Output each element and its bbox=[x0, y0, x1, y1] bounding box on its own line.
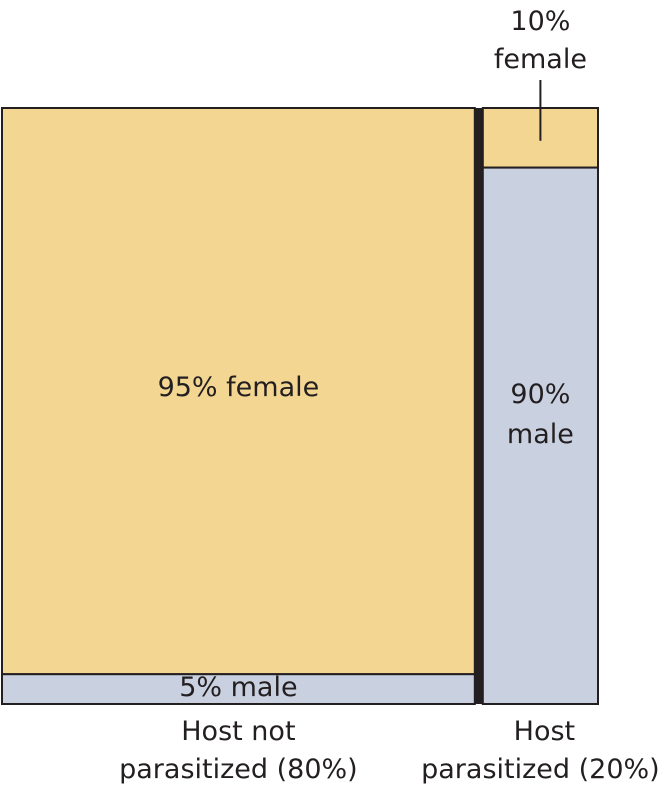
bar-segment-not-parasitized-male bbox=[1, 673, 476, 706]
column-label-parasitized-line2: parasitized (20%) bbox=[421, 754, 660, 785]
segment-label-90-male-line1: 90% bbox=[510, 379, 570, 410]
segment-label-10-female-line1: 10% bbox=[510, 6, 570, 37]
column-divider bbox=[474, 108, 483, 704]
segment-label-10-female-line2: female bbox=[494, 44, 587, 75]
segment-label-5-male: 5% male bbox=[179, 672, 297, 703]
column-label-parasitized-line1: Host bbox=[514, 716, 575, 747]
column-label-not-parasitized-line2: parasitized (80%) bbox=[119, 754, 358, 785]
bar-segment-not-parasitized-female bbox=[1, 107, 476, 676]
segment-label-90-male-line2: male bbox=[507, 419, 574, 450]
segment-label-95-female: 95% female bbox=[158, 372, 320, 403]
column-label-not-parasitized-line1: Host not bbox=[181, 716, 295, 747]
bar-segment-parasitized-male bbox=[481, 166, 599, 706]
